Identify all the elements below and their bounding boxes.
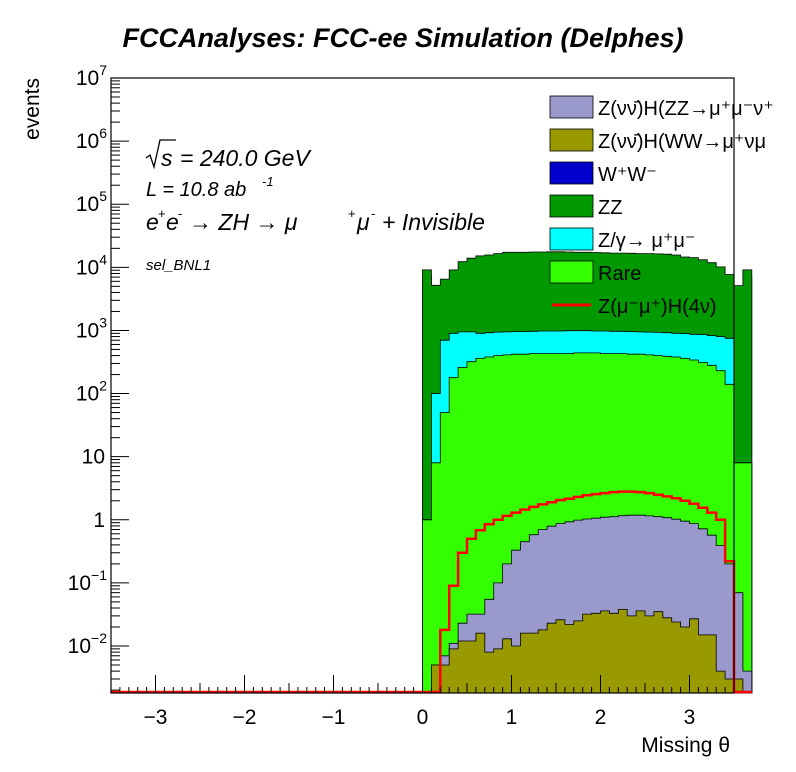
process-eminus-sup: - bbox=[178, 206, 182, 221]
lumi-exponent: -1 bbox=[262, 174, 274, 189]
y-tick-label: 10−1 bbox=[68, 567, 108, 595]
x-tick-label: −3 bbox=[144, 706, 168, 729]
legend-swatch bbox=[549, 260, 594, 284]
legend-swatch bbox=[549, 194, 594, 218]
sqrt-s-value: = 240.0 GeV bbox=[180, 145, 312, 171]
y-tick-label: 102 bbox=[76, 378, 107, 406]
stacked-histograms bbox=[422, 251, 753, 694]
process-e2: e bbox=[166, 209, 179, 235]
process-muminus-sup: - bbox=[371, 206, 375, 221]
process-eplus-sup: + bbox=[158, 206, 166, 221]
legend: Z(νν̄)H(ZZ→μ⁺μ⁻ν⁺ Z(νν̄)H(WW→μ⁺νμ W⁺W⁻ ZZ Z/… bbox=[549, 95, 774, 318]
legend-swatch bbox=[549, 95, 594, 119]
signal-line-layer bbox=[111, 490, 752, 694]
annotation-process: e + e - → ZH → μ + μ - + Invisible bbox=[146, 206, 485, 235]
y-tick-label: 107 bbox=[76, 62, 107, 90]
signal-line bbox=[111, 490, 752, 694]
sqrt-s-variable: s bbox=[161, 145, 173, 171]
annotation-sqrt-s: s = 240.0 GeV bbox=[145, 139, 312, 171]
process-e: e bbox=[146, 209, 159, 235]
x-tick-label: −1 bbox=[322, 706, 346, 729]
x-axis-label: Missing θ bbox=[641, 734, 730, 757]
process-muplus-sup: + bbox=[348, 206, 356, 221]
lumi-text: L = 10.8 ab bbox=[146, 179, 246, 201]
y-tick-label: 10 bbox=[82, 446, 105, 469]
x-axis: −3 −2 −1 0 1 2 3 bbox=[110, 675, 735, 729]
process-arrow-text: → ZH → μ bbox=[189, 209, 298, 235]
legend-label: Z(νν̄)H(ZZ→μ⁺μ⁻ν⁺ bbox=[598, 98, 774, 120]
x-tick-label: 3 bbox=[684, 706, 696, 729]
y-tick-label: 103 bbox=[76, 314, 107, 342]
legend-swatch bbox=[549, 128, 594, 152]
legend-label: Z/γ→ μ⁺μ⁻ bbox=[598, 230, 696, 252]
legend-label: Z(νν̄)H(WW→μ⁺νμ bbox=[598, 131, 766, 153]
y-axis-label: events bbox=[21, 78, 44, 140]
y-axis: 10−2 10−1 1 10 102 103 104 105 106 107 bbox=[68, 62, 129, 691]
histogram-hww-nunu bbox=[422, 609, 752, 694]
annotation-lumi: L = 10.8 ab -1 bbox=[146, 174, 274, 201]
legend-label: ZZ bbox=[598, 197, 622, 219]
legend-swatch bbox=[549, 161, 594, 185]
selection-label: sel_BNL1 bbox=[146, 257, 211, 274]
x-tick-label: 2 bbox=[595, 706, 607, 729]
process-suffix: + Invisible bbox=[382, 209, 485, 235]
sqrt-symbol bbox=[145, 139, 176, 170]
y-tick-label: 1 bbox=[93, 509, 105, 532]
y-tick-label: 104 bbox=[76, 251, 107, 279]
legend-label: Rare bbox=[598, 263, 641, 285]
legend-label: Z(μ⁻μ⁺)H(4ν) bbox=[598, 296, 717, 318]
y-tick-label: 10−2 bbox=[68, 630, 108, 658]
legend-label: W⁺W⁻ bbox=[598, 164, 657, 186]
x-tick-label: 1 bbox=[506, 706, 518, 729]
y-tick-label: 105 bbox=[76, 188, 107, 216]
x-tick-label: 0 bbox=[417, 706, 429, 729]
chart-title: FCCAnalyses: FCC-ee Simulation (Delphes) bbox=[122, 23, 683, 53]
y-tick-label: 106 bbox=[76, 125, 107, 153]
legend-swatch bbox=[549, 227, 594, 251]
x-tick-label: −2 bbox=[233, 706, 257, 729]
process-mu2: μ bbox=[356, 209, 370, 235]
